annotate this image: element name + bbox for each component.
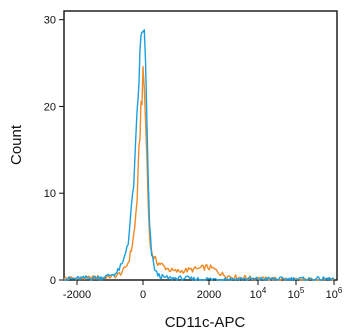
y-tick-label: 20	[44, 101, 56, 113]
x-tick-label: 104	[250, 286, 267, 301]
series-line-1	[63, 65, 334, 281]
y-tick-label: 0	[50, 275, 56, 287]
x-tick-label: 0	[140, 289, 146, 301]
x-axis-label: CD11c-APC	[165, 314, 246, 331]
y-tick-label: 30	[44, 15, 56, 27]
plot-frame	[63, 10, 338, 281]
series-line-2	[64, 29, 335, 281]
x-axis: -2000 0 2000 104 105 106	[63, 280, 343, 301]
y-tick-label: 10	[44, 188, 56, 200]
x-tick-label: -2000	[63, 289, 91, 301]
x-tick-label: 2000	[197, 289, 221, 301]
y-axis: 0 10 20 30	[44, 15, 64, 287]
x-tick-label: 106	[326, 286, 343, 301]
y-axis-label: Count	[8, 124, 25, 165]
series-layer	[63, 29, 335, 281]
x-tick-label: 105	[288, 286, 305, 301]
